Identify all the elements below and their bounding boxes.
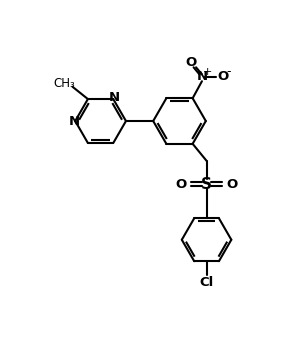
Text: N: N — [108, 91, 119, 104]
Text: O: O — [186, 55, 197, 69]
Text: CH₃: CH₃ — [54, 77, 76, 90]
Text: O: O — [176, 177, 187, 191]
Text: +: + — [203, 67, 212, 77]
Text: -: - — [226, 66, 230, 78]
Text: O: O — [217, 70, 229, 83]
Text: Cl: Cl — [199, 276, 214, 289]
Text: O: O — [226, 177, 238, 191]
Text: S: S — [201, 176, 212, 192]
Text: N: N — [69, 115, 80, 128]
Text: N: N — [196, 70, 208, 83]
